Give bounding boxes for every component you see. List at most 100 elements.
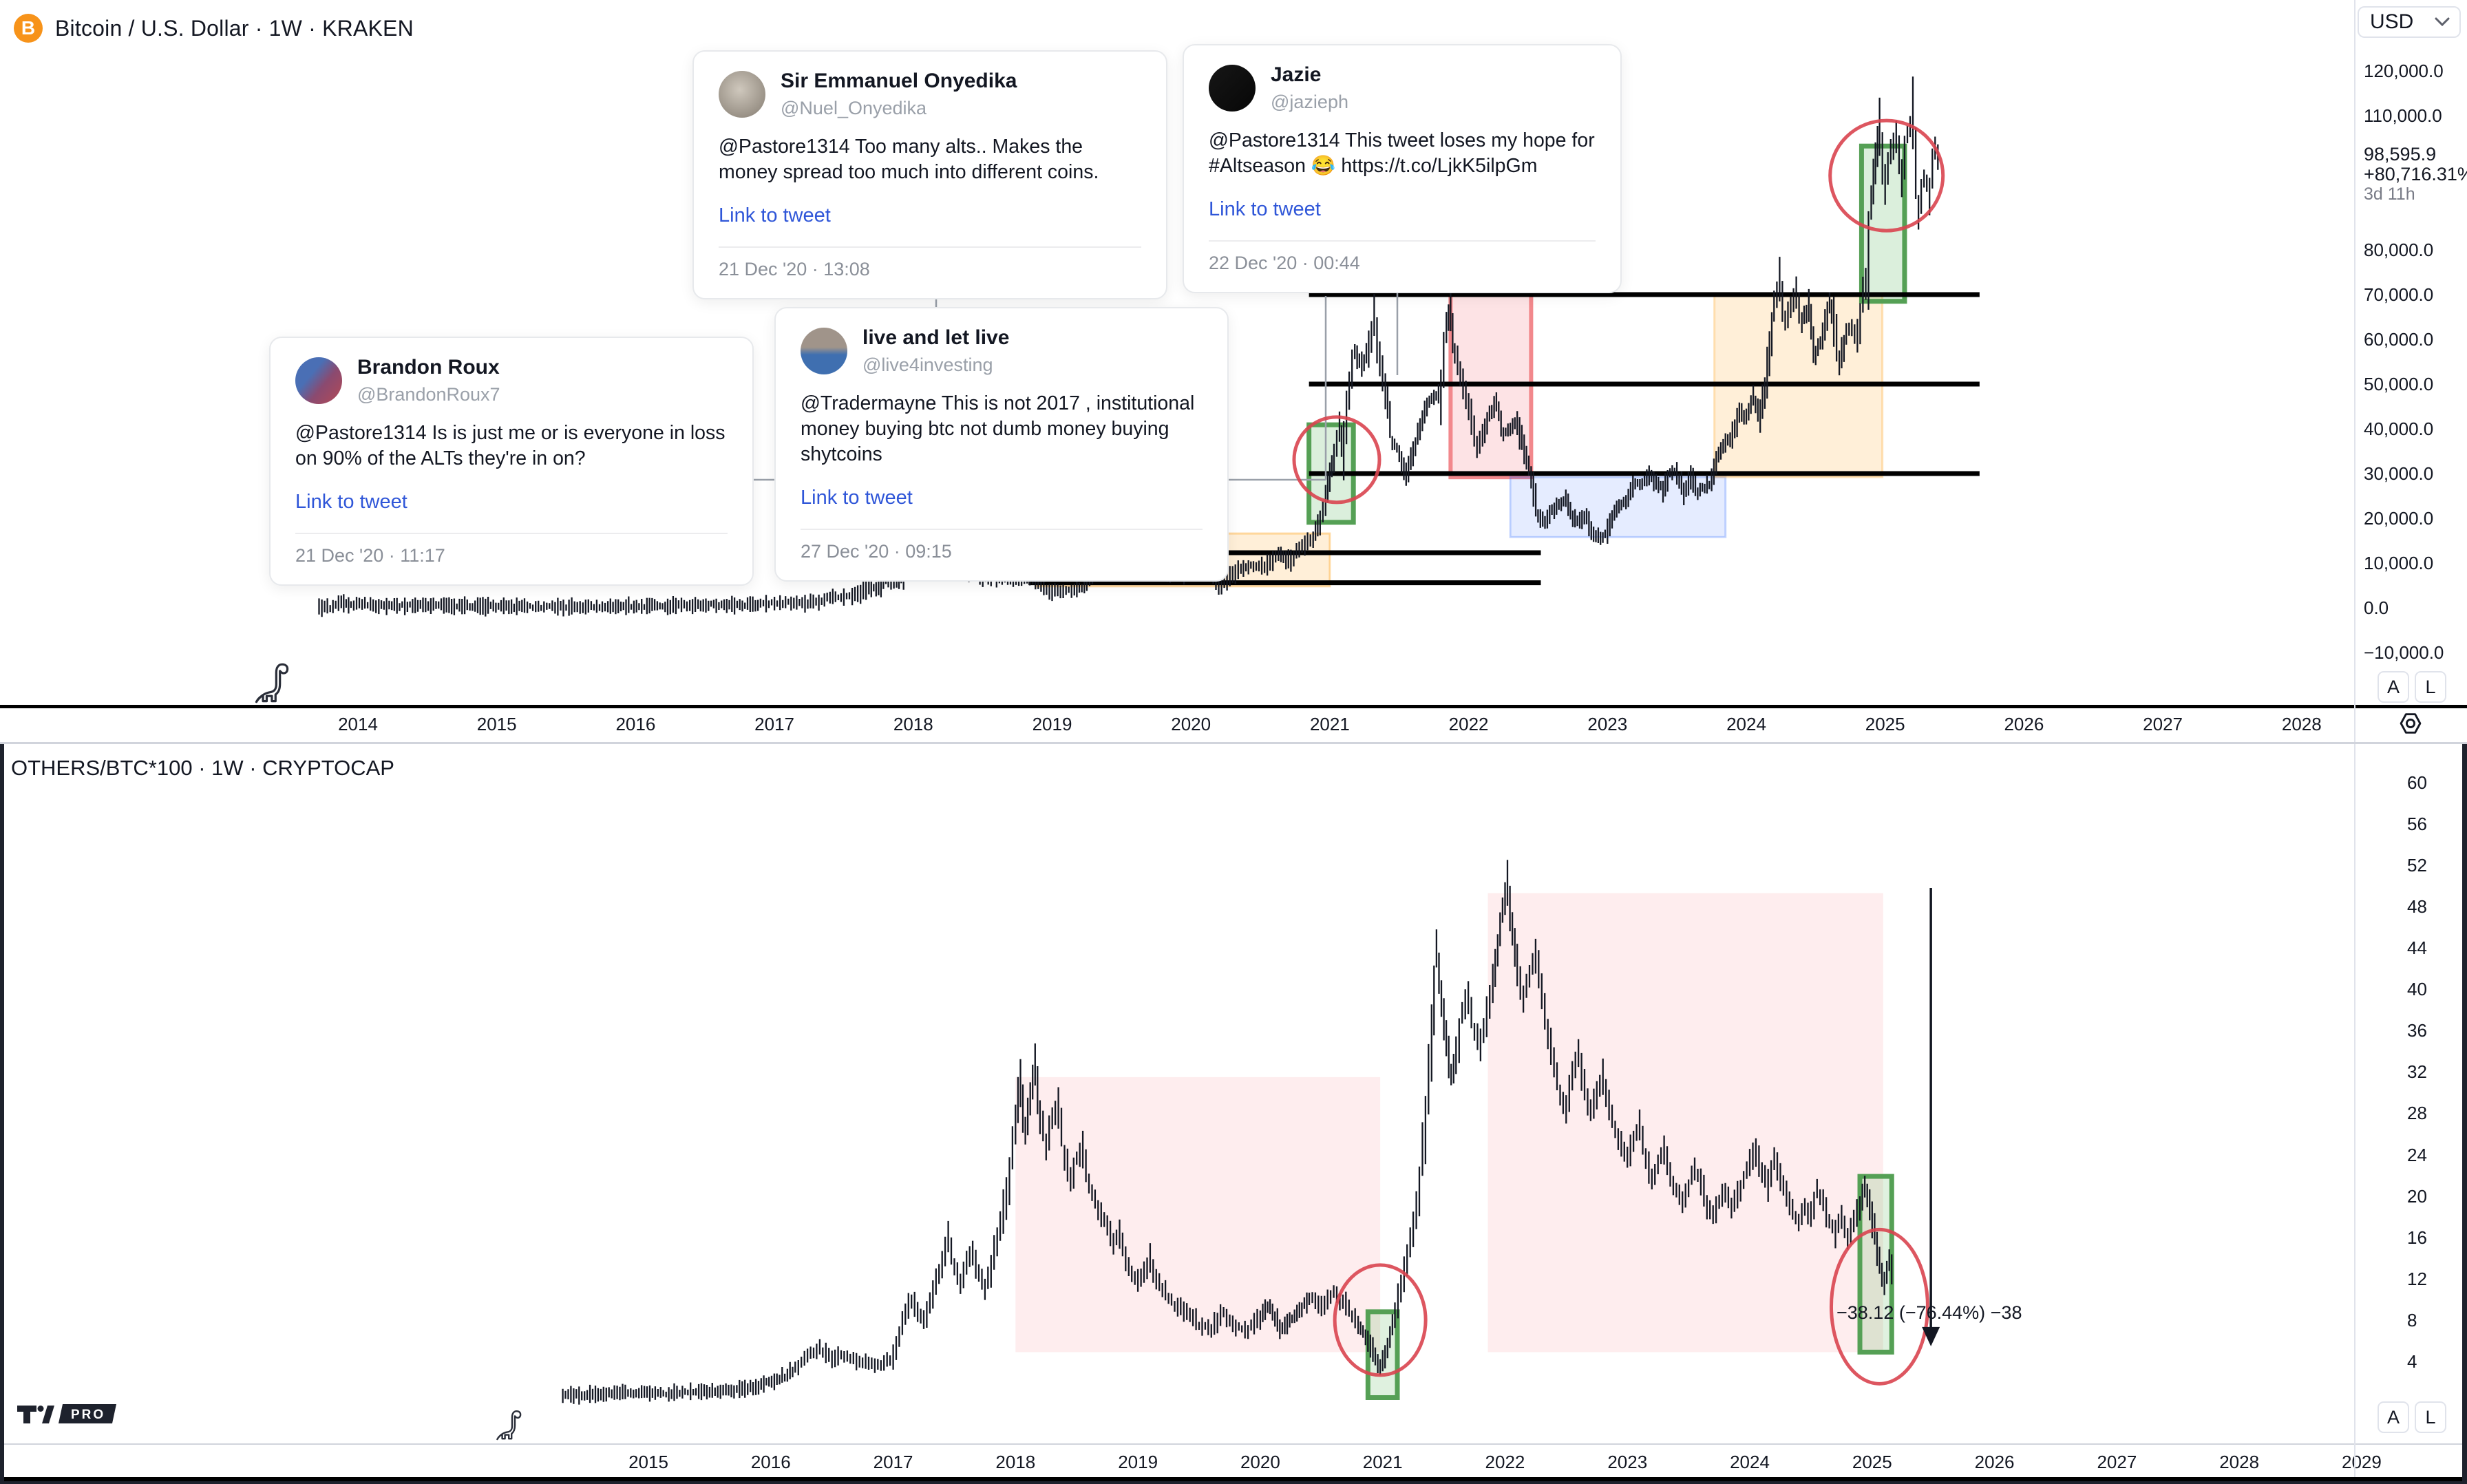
- y-axis-tick: 52: [2407, 854, 2427, 876]
- x-axis-tick: 2028: [2281, 714, 2322, 734]
- bottom-border: [0, 1477, 2467, 1481]
- y-axis-tick: 4: [2407, 1350, 2417, 1372]
- x-axis-tick: 2018: [893, 714, 933, 734]
- log-scale-button[interactable]: L: [2415, 1401, 2446, 1433]
- tweet-author-name: Brandon Roux: [357, 356, 500, 379]
- y-axis-tick: 0.0: [2364, 597, 2389, 618]
- x-axis-tick: 2017: [754, 714, 795, 734]
- tweet-card: Jazie @jazieph @Pastore1314 This tweet l…: [1183, 44, 1622, 293]
- red-circle-2025[interactable]: [1828, 118, 1945, 233]
- tweet-author-name: Jazie: [1271, 63, 1322, 86]
- y-axis-tick: 50,000.0: [2364, 374, 2434, 394]
- y-axis-tick: 40,000.0: [2364, 418, 2434, 439]
- tweet-card: Brandon Roux @BrandonRoux7 @Pastore1314 …: [269, 337, 754, 586]
- x-axis-tick: 2025: [1852, 1452, 1892, 1472]
- y-axis-tick: 120,000.0: [2364, 61, 2444, 81]
- page-edge: [2462, 744, 2467, 1484]
- tweet-date: 21 Dec '20 · 11:17: [295, 545, 445, 566]
- tweet-author-handle: @BrandonRoux7: [357, 384, 500, 405]
- bottom-pane-divider: [0, 1443, 2467, 1445]
- y-axis-tick: 44: [2407, 937, 2427, 959]
- pro-badge: PRO: [71, 1408, 105, 1422]
- x-axis-tick: 2017: [873, 1452, 913, 1472]
- y-axis-tick: 20,000.0: [2364, 508, 2434, 529]
- top-symbol-header: B Bitcoin / U.S. Dollar · 1W · KRAKEN: [14, 14, 414, 43]
- tweet-body: @Pastore1314 Is is just me or is everyon…: [295, 422, 726, 469]
- y-axis-tick: 80,000.0: [2364, 240, 2434, 260]
- link-to-tweet[interactable]: Link to tweet: [295, 491, 407, 513]
- x-axis-tick: 2026: [2004, 714, 2044, 734]
- x-axis-tick: 2016: [615, 714, 656, 734]
- y-axis-tick: 60: [2407, 772, 2427, 793]
- tweet-author-handle: @Nuel_Onyedika: [781, 98, 927, 118]
- tweet-header: Brandon Roux @BrandonRoux7: [295, 356, 728, 405]
- x-axis-tick: 2023: [1587, 714, 1628, 734]
- y-axis-tick: 24: [2407, 1144, 2427, 1165]
- top-symbol-title: Bitcoin / U.S. Dollar · 1W · KRAKEN: [55, 15, 414, 41]
- auto-scale-button[interactable]: A: [2378, 1401, 2409, 1433]
- page-edge: [0, 1481, 2467, 1484]
- tweet-header: Sir Emmanuel Onyedika @Nuel_Onyedika: [719, 70, 1141, 119]
- top-axis-border: [2354, 0, 2355, 742]
- x-axis-tick: 2015: [476, 714, 517, 734]
- x-axis-tick: 2019: [1118, 1452, 1158, 1472]
- divider: [719, 246, 1141, 248]
- x-axis-tick: 2029: [2341, 1452, 2382, 1472]
- bitcoin-logo-icon: B: [14, 14, 43, 43]
- log-scale-button[interactable]: L: [2415, 671, 2446, 703]
- tweet-author-handle: @live4investing: [862, 354, 993, 375]
- bottom-chart-canvas[interactable]: [0, 744, 2467, 1443]
- auto-scale-button[interactable]: A: [2378, 671, 2409, 703]
- pink-box-2022-2025[interactable]: [1487, 893, 1883, 1353]
- tweet-author-name: Sir Emmanuel Onyedika: [781, 70, 1017, 92]
- red-circle-2021[interactable]: [1333, 1263, 1428, 1377]
- dinosaur-sticker[interactable]: [496, 1407, 523, 1444]
- tweet-body: @Pastore1314 Too many alts.. Makes the m…: [719, 136, 1099, 183]
- link-to-tweet[interactable]: Link to tweet: [719, 204, 831, 226]
- tweet-card: live and let live @live4investing @Trade…: [774, 307, 1229, 582]
- x-axis-tick: 2014: [338, 714, 378, 734]
- x-axis-tick: 2016: [750, 1452, 791, 1472]
- drawing-boxes[interactable]: [1015, 893, 1894, 1400]
- x-axis-tick: 2027: [2143, 714, 2183, 734]
- page-edge: [0, 744, 4, 1484]
- price-bars: [318, 76, 1939, 617]
- y-axis-tick: 56: [2407, 813, 2427, 834]
- x-axis-tick: 2020: [1171, 714, 1211, 734]
- bar-countdown: 3d 11h: [2364, 184, 2415, 204]
- tweet-date: 27 Dec '20 · 09:15: [801, 541, 952, 562]
- panel-divider: [0, 742, 2467, 744]
- current-price-label: 98,595.9 +80,716.31% 3d 11h: [2357, 142, 2467, 209]
- link-to-tweet[interactable]: Link to tweet: [801, 487, 913, 509]
- blue-box-2023[interactable]: [1509, 476, 1727, 538]
- bottom-symbol-title: OTHERS/BTC*100 · 1W · CRYPTOCAP: [11, 756, 394, 780]
- pink-box-2018-2021[interactable]: [1015, 1077, 1381, 1353]
- y-axis-tick: 32: [2407, 1061, 2427, 1083]
- y-axis-tick: 36: [2407, 1020, 2427, 1041]
- red-circle-2021[interactable]: [1292, 415, 1381, 505]
- y-axis-tick: −10,000.0: [2364, 642, 2444, 663]
- x-axis-tick: 2027: [2097, 1452, 2137, 1472]
- red-circle-2025[interactable]: [1829, 1227, 1929, 1386]
- pane-separator[interactable]: [0, 705, 2467, 708]
- divider: [801, 529, 1203, 530]
- y-axis-tick: 20: [2407, 1185, 2427, 1207]
- y-axis-tick: 28: [2407, 1103, 2427, 1124]
- time-axis-settings[interactable]: [2397, 710, 2424, 741]
- tweet-body: @Tradermayne This is not 2017 , institut…: [801, 392, 1195, 465]
- avatar: [801, 328, 847, 374]
- tradingview-logo[interactable]: PRO: [16, 1403, 116, 1428]
- tweet-date: 22 Dec '20 · 00:44: [1209, 253, 1360, 273]
- dinosaur-sticker[interactable]: [253, 662, 292, 705]
- y-axis-tick: 48: [2407, 896, 2427, 918]
- link-to-tweet[interactable]: Link to tweet: [1209, 198, 1321, 220]
- measurement-arrow[interactable]: [1922, 888, 1940, 1346]
- tweet-author-handle: @jazieph: [1271, 92, 1348, 112]
- top-axis-buttons: A L: [2378, 671, 2446, 703]
- x-axis-tick: 2023: [1607, 1452, 1648, 1472]
- y-axis-tick: 16: [2407, 1227, 2427, 1248]
- tweet-card: Sir Emmanuel Onyedika @Nuel_Onyedika @Pa…: [692, 50, 1167, 299]
- chevron-down-icon: [2435, 17, 2450, 27]
- currency-dropdown[interactable]: USD: [2358, 6, 2461, 38]
